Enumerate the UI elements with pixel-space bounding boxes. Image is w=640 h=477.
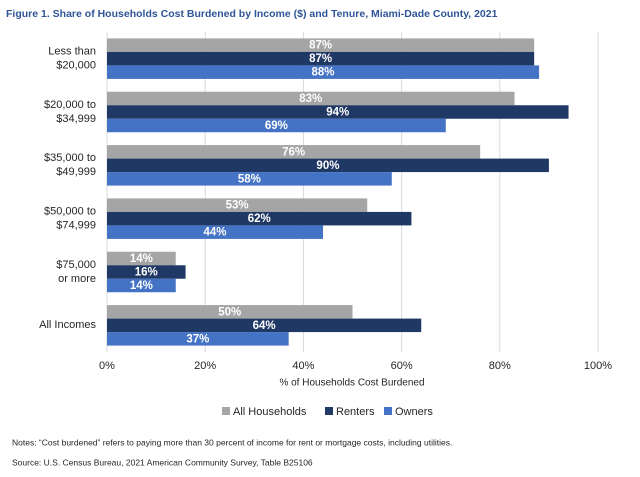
data-label: 58% [238, 173, 261, 185]
data-label: 64% [253, 320, 276, 332]
data-label: 14% [130, 280, 153, 292]
y-tick-label: $49,999 [56, 166, 96, 178]
x-tick-label: 60% [391, 360, 413, 372]
bar [107, 172, 392, 186]
x-tick-label: 20% [194, 360, 216, 372]
y-tick-label: All Incomes [39, 319, 96, 331]
data-label: 14% [130, 253, 153, 265]
legend-swatch [384, 407, 392, 415]
bar [107, 158, 549, 173]
data-label: 16% [135, 267, 158, 279]
y-tick-label: $50,000 to [44, 206, 96, 218]
bar [107, 145, 481, 159]
legend-label: Renters [336, 406, 375, 418]
bar [107, 118, 446, 133]
x-tick-label: 40% [292, 360, 314, 372]
bar [107, 51, 535, 66]
data-label: 88% [312, 67, 335, 79]
data-label: 90% [316, 160, 339, 172]
bar [107, 38, 535, 52]
y-tick-label: $20,000 [56, 60, 96, 72]
x-tick-label: 100% [584, 360, 612, 372]
bar [107, 225, 324, 239]
data-label: 62% [248, 213, 271, 225]
data-label: 76% [282, 146, 305, 158]
notes: Notes: “Cost burdened” refers to paying … [12, 437, 452, 447]
bar [107, 251, 176, 266]
data-label: 83% [299, 93, 322, 105]
bar [107, 265, 186, 279]
y-tick-label: $34,999 [56, 113, 96, 125]
y-tick-label: or more [58, 273, 96, 285]
data-label: 87% [309, 53, 332, 65]
bar [107, 105, 569, 119]
y-tick-label: Less than [48, 46, 96, 58]
data-label: 37% [186, 333, 209, 345]
y-tick-label: $35,000 to [44, 152, 96, 164]
bar [107, 332, 289, 346]
chart-title: Figure 1. Share of Households Cost Burde… [6, 8, 498, 20]
data-label: 94% [326, 107, 349, 119]
legend-label: All Households [233, 406, 307, 418]
source: Source: U.S. Census Bureau, 2021 America… [12, 457, 313, 467]
data-label: 69% [265, 120, 288, 132]
bar [107, 65, 540, 79]
x-tick-label: 0% [99, 360, 115, 372]
legend-label: Owners [395, 406, 433, 418]
bar [107, 278, 176, 293]
y-tick-label: $74,999 [56, 220, 96, 232]
bar [107, 211, 412, 226]
data-label: 50% [218, 306, 241, 318]
y-tick-label: $20,000 to [44, 99, 96, 111]
data-label: 44% [204, 227, 227, 239]
data-label: 87% [309, 40, 332, 52]
bar [107, 198, 368, 212]
x-tick-label: 80% [489, 360, 511, 372]
y-tick-label: $75,000 [56, 259, 96, 271]
x-axis-title: % of Households Cost Burdened [279, 378, 424, 389]
legend-swatch [325, 407, 333, 415]
bar [107, 91, 515, 106]
bar [107, 318, 422, 333]
legend-swatch [222, 407, 230, 415]
bar [107, 305, 353, 319]
data-label: 53% [226, 200, 249, 212]
